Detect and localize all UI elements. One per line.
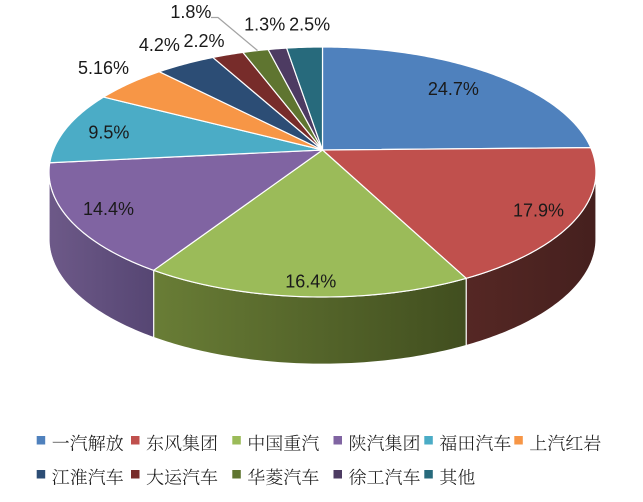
svg-text:17.9%: 17.9% [513, 201, 564, 221]
svg-text:2.5%: 2.5% [289, 15, 330, 35]
svg-text:24.7%: 24.7% [428, 79, 479, 99]
svg-text:14.4%: 14.4% [83, 199, 134, 219]
svg-text:2.2%: 2.2% [183, 31, 224, 51]
svg-text:5.16%: 5.16% [78, 58, 129, 78]
svg-text:16.4%: 16.4% [285, 272, 336, 292]
svg-text:4.2%: 4.2% [139, 35, 180, 55]
svg-text:9.5%: 9.5% [88, 123, 129, 143]
svg-text:1.3%: 1.3% [244, 15, 285, 35]
svg-text:1.8%: 1.8% [170, 2, 211, 22]
